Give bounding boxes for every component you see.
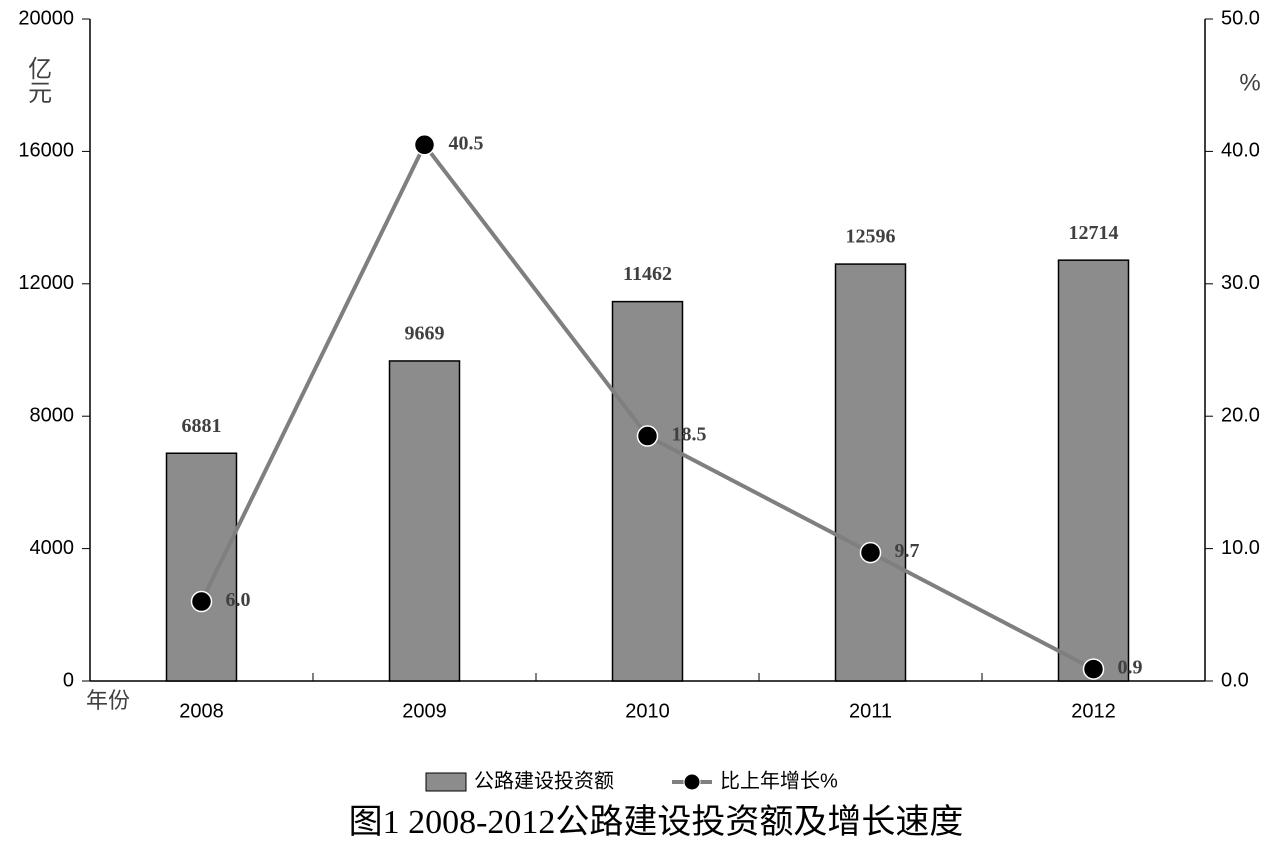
bar-value-label: 11462 (623, 263, 672, 285)
y-tick-label: 4000 (30, 537, 75, 559)
x-tick-label: 2009 (402, 700, 447, 722)
x-tick-label: 2011 (849, 700, 892, 722)
y2-tick-label: 50.0 (1221, 7, 1260, 29)
legend-label: 比上年增长% (720, 769, 838, 792)
bar (165, 452, 238, 682)
bar-value-label: 9669 (405, 323, 445, 345)
legend-swatch (425, 772, 467, 792)
x-tick-label: 2008 (179, 700, 224, 722)
line-marker (413, 134, 436, 156)
bar-value-label: 12714 (1069, 222, 1119, 244)
y-tick-label: 8000 (30, 404, 75, 426)
bar (388, 360, 461, 682)
bar (1057, 259, 1130, 682)
x-tick-label: 2010 (625, 700, 670, 722)
line-value-label: 6.0 (226, 589, 251, 611)
bar-value-label: 12596 (846, 226, 896, 248)
line-marker (859, 541, 882, 564)
legend-label: 公路建设投资额 (474, 769, 614, 792)
line-marker (636, 425, 659, 447)
y2-tick-label: 20.0 (1221, 404, 1260, 426)
line-value-label: 40.5 (449, 132, 484, 154)
y-tick-label: 20000 (18, 7, 74, 29)
y-tick-label: 0 (63, 669, 74, 691)
bar-value-label: 6881 (182, 415, 222, 437)
y-axis-label: 亿元 (24, 56, 52, 104)
y2-tick-label: 40.0 (1221, 140, 1260, 162)
line-marker (1082, 658, 1105, 680)
y2-axis-label: % (1239, 69, 1260, 96)
bar (611, 300, 684, 682)
legend-swatch-marker (683, 773, 701, 791)
line-value-label: 0.9 (1118, 657, 1143, 679)
y2-tick-label: 10.0 (1221, 537, 1260, 559)
line-value-label: 9.7 (895, 540, 920, 562)
y-tick-label: 12000 (18, 272, 74, 294)
y2-tick-label: 0.0 (1221, 669, 1249, 691)
line-marker (190, 590, 213, 613)
line-value-label: 18.5 (672, 424, 707, 446)
bar (834, 263, 907, 682)
chart-title: 图1 2008-2012公路建设投资额及增长速度 (349, 803, 964, 841)
y2-tick-label: 30.0 (1221, 272, 1260, 294)
y-tick-label: 16000 (18, 140, 74, 162)
x-tick-label: 2012 (1071, 700, 1116, 722)
x-axis-label: 年份 (86, 688, 130, 713)
